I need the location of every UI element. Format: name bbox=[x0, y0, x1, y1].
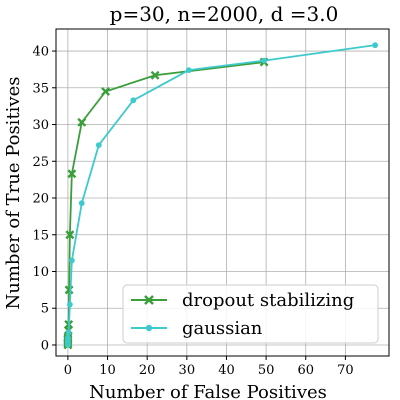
x-tick-label: 10 bbox=[99, 363, 116, 378]
data-point bbox=[130, 97, 137, 104]
x-tick-label: 30 bbox=[179, 363, 196, 378]
chart-title: p=30, n=2000, d =3.0 bbox=[110, 2, 339, 26]
data-point bbox=[261, 57, 268, 64]
data-point bbox=[95, 142, 102, 149]
y-tick-label: 30 bbox=[32, 118, 49, 133]
series-gaussian bbox=[64, 42, 379, 348]
y-tick-label: 25 bbox=[32, 155, 49, 170]
legend: dropout stabilizing gaussian bbox=[122, 284, 379, 344]
y-axis-label: Number of True Positives bbox=[3, 77, 24, 310]
legend-marker-gaussian bbox=[145, 324, 153, 332]
data-point bbox=[372, 42, 379, 49]
data-point bbox=[65, 230, 75, 240]
data-point bbox=[67, 169, 77, 179]
y-tick-label: 5 bbox=[41, 302, 49, 317]
legend-marker-dropout-stabilizing bbox=[144, 295, 154, 305]
y-tick-label: 0 bbox=[41, 338, 49, 353]
data-point bbox=[78, 200, 85, 207]
data-point bbox=[101, 87, 111, 96]
plot-frame bbox=[55, 28, 390, 357]
x-tick-label: 40 bbox=[218, 363, 235, 378]
data-point bbox=[150, 70, 160, 80]
data-point bbox=[65, 329, 72, 336]
x-tick-label: 0 bbox=[64, 363, 72, 378]
axis-ticks: 0 10 20 30 40 50 60 70 0 5 10 15 20 25 30 35 40 bbox=[32, 45, 353, 378]
data-point bbox=[68, 257, 75, 264]
data-point bbox=[77, 117, 87, 127]
y-tick-label: 40 bbox=[32, 45, 49, 60]
plot-area bbox=[63, 42, 379, 350]
y-tick-label: 35 bbox=[32, 81, 49, 96]
y-tick-label: 15 bbox=[32, 228, 49, 243]
x-axis-label: Number of False Positives bbox=[89, 382, 327, 400]
x-tick-label: 20 bbox=[139, 363, 156, 378]
legend-box bbox=[122, 284, 379, 344]
x-tick-label: 50 bbox=[258, 363, 275, 378]
y-tick-label: 20 bbox=[32, 192, 49, 207]
data-point bbox=[185, 67, 192, 74]
data-point bbox=[64, 334, 71, 341]
legend-label-dropout-stabilizing: dropout stabilizing bbox=[182, 290, 354, 311]
legend-label-gaussian: gaussian bbox=[182, 318, 263, 339]
x-tick-label: 70 bbox=[337, 363, 354, 378]
y-tick-label: 10 bbox=[32, 265, 49, 280]
x-tick-label: 60 bbox=[297, 363, 314, 378]
grid bbox=[56, 29, 389, 356]
data-point bbox=[66, 301, 73, 308]
